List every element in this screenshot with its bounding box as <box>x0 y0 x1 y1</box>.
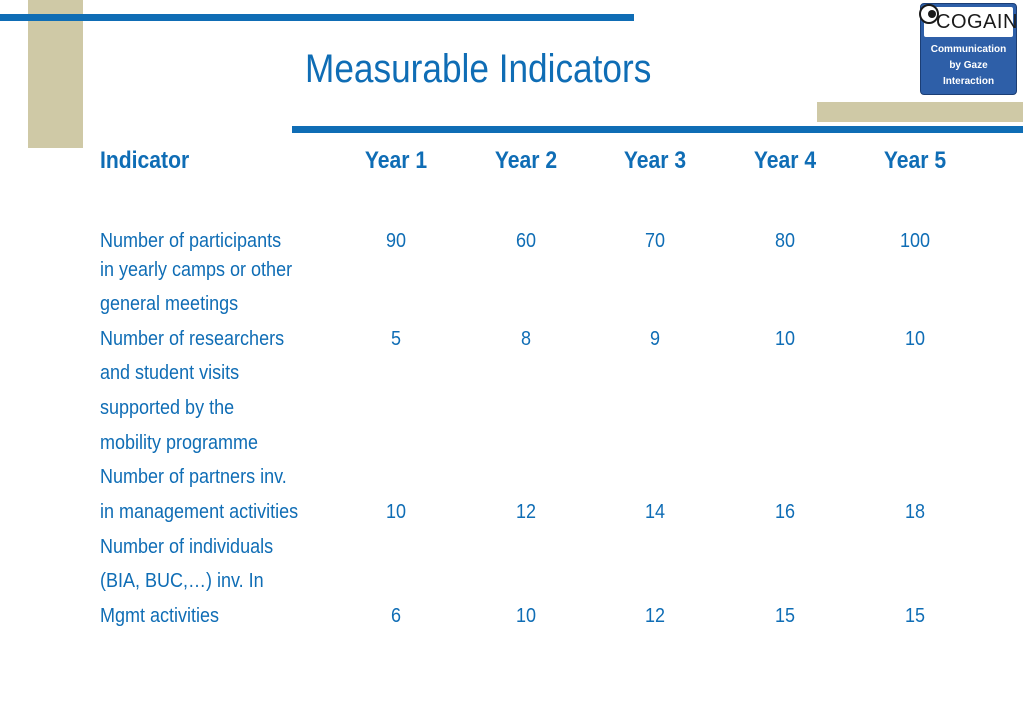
table-cell: 9 <box>649 328 661 350</box>
table-row-label: Mgmt activities <box>100 605 220 627</box>
table-cell: 90 <box>385 230 407 252</box>
page-title: Measurable Indicators <box>305 47 652 91</box>
decor-line-top <box>0 14 634 21</box>
table-cell: 10 <box>385 501 407 523</box>
logo-subtitle-line: by Gaze <box>949 60 988 71</box>
table-row-label: mobility programme <box>100 432 259 454</box>
eye-icon <box>919 4 939 24</box>
header-year-1: Year 1 <box>364 147 428 174</box>
logo-wordmark: COGAIN <box>936 11 1018 33</box>
decor-bar-left <box>28 0 83 148</box>
table-cell: 70 <box>644 230 666 252</box>
table-cell: 12 <box>515 501 537 523</box>
header-year-4: Year 4 <box>753 147 817 174</box>
table-cell: 18 <box>904 501 926 523</box>
table-cell: 100 <box>899 230 931 252</box>
table-row-label: in yearly camps or other <box>100 259 293 281</box>
table-cell: 8 <box>520 328 532 350</box>
table-cell: 80 <box>774 230 796 252</box>
table-row-label: Number of partners inv. <box>100 466 287 488</box>
table-row-label: Number of researchers <box>100 328 285 350</box>
header-year-3: Year 3 <box>623 147 687 174</box>
table-cell: 10 <box>515 605 537 627</box>
table-cell: 5 <box>390 328 402 350</box>
table-cell: 6 <box>390 605 402 627</box>
table-cell: 16 <box>774 501 796 523</box>
header-year-2: Year 2 <box>494 147 558 174</box>
table-cell: 10 <box>904 328 926 350</box>
table-row-label: supported by the <box>100 397 235 419</box>
header-indicator: Indicator <box>100 147 190 174</box>
decor-line-mid <box>292 126 1023 133</box>
logo-subtitle-line: Communication <box>930 44 1007 55</box>
table-row-label: in management activities <box>100 501 299 523</box>
logo-wordmark-box: COGAIN <box>919 4 1017 37</box>
logo-subtitle-line: Interaction <box>942 76 995 87</box>
table-row-label: general meetings <box>100 293 239 315</box>
table-cell: 12 <box>644 605 666 627</box>
table-cell: 15 <box>904 605 926 627</box>
table-row-label: Number of individuals <box>100 536 274 558</box>
table-row-label: (BIA, BUC,…) inv. In <box>100 570 264 592</box>
table-row-label: Number of participants <box>100 230 282 252</box>
table-cell: 15 <box>774 605 796 627</box>
table-row-label: and student visits <box>100 362 240 384</box>
table-cell: 60 <box>515 230 537 252</box>
logo-subtitle: Communication by Gaze Interaction <box>921 42 1016 90</box>
decor-bar-right <box>817 102 1023 122</box>
cogain-logo: COGAIN Communication by Gaze Interaction <box>919 3 1017 95</box>
table-cell: 10 <box>774 328 796 350</box>
header-year-5: Year 5 <box>883 147 947 174</box>
table-cell: 14 <box>644 501 666 523</box>
